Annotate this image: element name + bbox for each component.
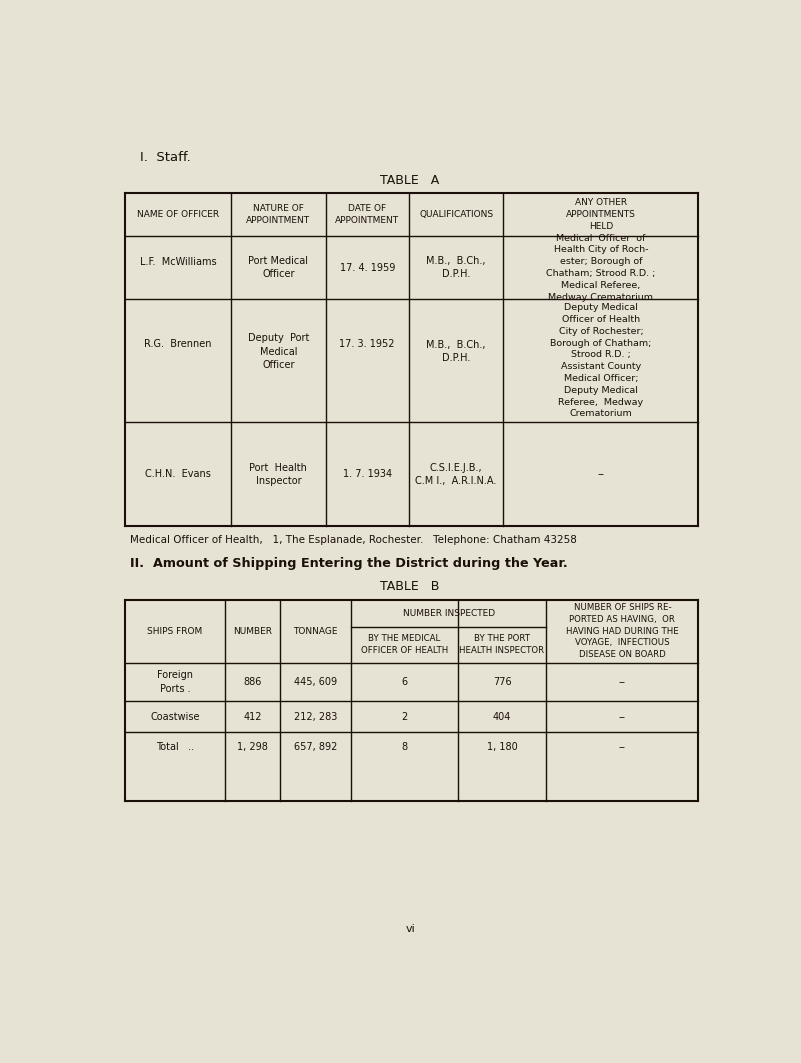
Text: I.  Staff.: I. Staff. xyxy=(140,151,191,164)
Text: TABLE   A: TABLE A xyxy=(380,173,440,187)
Text: II.  Amount of Shipping Entering the District during the Year.: II. Amount of Shipping Entering the Dist… xyxy=(130,557,567,570)
Text: C.H.N.  Evans: C.H.N. Evans xyxy=(145,470,211,479)
Text: TONNAGE: TONNAGE xyxy=(293,627,338,636)
Text: R.G.  Brennen: R.G. Brennen xyxy=(144,339,211,349)
Text: Total   ..: Total .. xyxy=(156,742,194,753)
Text: Port  Health
Inspector: Port Health Inspector xyxy=(249,462,308,486)
Text: 17. 4. 1959: 17. 4. 1959 xyxy=(340,263,395,273)
Text: Medical  Officer  of
Health City of Roch-
ester; Borough of
Chatham; Strood R.D.: Medical Officer of Health City of Roch- … xyxy=(546,234,655,302)
Text: NAME OF OFFICER: NAME OF OFFICER xyxy=(137,210,219,219)
Text: QUALIFICATIONS: QUALIFICATIONS xyxy=(419,210,493,219)
Text: --: -- xyxy=(598,470,605,479)
Text: Foreign
Ports .: Foreign Ports . xyxy=(157,671,193,693)
Text: 1. 7. 1934: 1. 7. 1934 xyxy=(343,470,392,479)
Text: Port Medical
Officer: Port Medical Officer xyxy=(248,256,308,280)
Text: 2: 2 xyxy=(401,711,408,722)
Text: 8: 8 xyxy=(401,742,408,753)
Text: NUMBER OF SHIPS RE-
PORTED AS HAVING,  OR
HAVING HAD DURING THE
VOYAGE,  INFECTI: NUMBER OF SHIPS RE- PORTED AS HAVING, OR… xyxy=(566,603,678,659)
Text: M.B.,  B.Ch.,
D.P.H.: M.B., B.Ch., D.P.H. xyxy=(426,256,486,280)
Text: Medical Officer of Health,   1, The Esplanade, Rochester.   Telephone: Chatham 4: Medical Officer of Health, 1, The Esplan… xyxy=(130,536,577,545)
Text: BY THE MEDICAL
OFFICER OF HEALTH: BY THE MEDICAL OFFICER OF HEALTH xyxy=(361,635,448,655)
Text: DATE OF
APPOINTMENT: DATE OF APPOINTMENT xyxy=(335,204,399,225)
Text: M.B.,  B.Ch.,
D.P.H.: M.B., B.Ch., D.P.H. xyxy=(426,340,486,364)
Text: ANY OTHER
APPOINTMENTS
HELD: ANY OTHER APPOINTMENTS HELD xyxy=(566,199,636,231)
Text: 886: 886 xyxy=(244,677,262,687)
Text: Deputy  Port
Medical
Officer: Deputy Port Medical Officer xyxy=(248,334,309,370)
Text: --: -- xyxy=(619,742,626,753)
Text: BY THE PORT
HEALTH INSPECTOR: BY THE PORT HEALTH INSPECTOR xyxy=(460,635,545,655)
Text: 657, 892: 657, 892 xyxy=(294,742,337,753)
Text: 6: 6 xyxy=(401,677,408,687)
Text: 17. 3. 1952: 17. 3. 1952 xyxy=(340,339,395,349)
Text: --: -- xyxy=(619,677,626,687)
Text: Deputy Medical
Officer of Health
City of Rochester;
Borough of Chatham;
Strood R: Deputy Medical Officer of Health City of… xyxy=(550,303,652,419)
Text: 1, 298: 1, 298 xyxy=(237,742,268,753)
Text: 776: 776 xyxy=(493,677,511,687)
Text: 445, 609: 445, 609 xyxy=(294,677,337,687)
Text: 212, 283: 212, 283 xyxy=(294,711,337,722)
Text: 412: 412 xyxy=(244,711,262,722)
Text: vi: vi xyxy=(405,924,415,934)
Text: Coastwise: Coastwise xyxy=(151,711,200,722)
Text: SHIPS FROM: SHIPS FROM xyxy=(147,627,203,636)
Text: NUMBER: NUMBER xyxy=(233,627,272,636)
Text: C.S.I.E.J.B.,
C.M I.,  A.R.I.N.A.: C.S.I.E.J.B., C.M I., A.R.I.N.A. xyxy=(416,462,497,486)
Text: NUMBER INSPECTED: NUMBER INSPECTED xyxy=(403,608,495,618)
Text: --: -- xyxy=(619,711,626,722)
Text: L.F.  McWilliams: L.F. McWilliams xyxy=(139,256,216,267)
Text: 1, 180: 1, 180 xyxy=(487,742,517,753)
Text: TABLE   B: TABLE B xyxy=(380,580,440,593)
Text: 404: 404 xyxy=(493,711,511,722)
Text: NATURE OF
APPOINTMENT: NATURE OF APPOINTMENT xyxy=(246,204,311,225)
